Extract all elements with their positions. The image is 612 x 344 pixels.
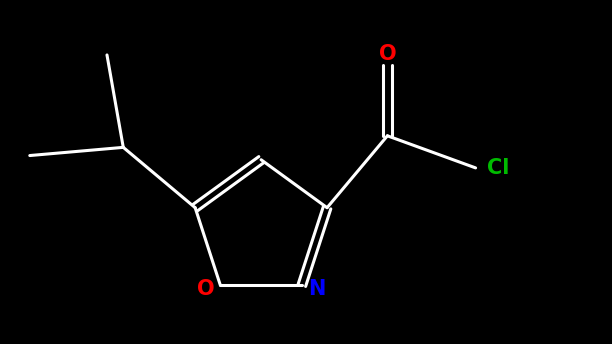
Text: N: N bbox=[308, 279, 325, 299]
Text: Cl: Cl bbox=[487, 158, 510, 178]
Text: O: O bbox=[379, 44, 396, 64]
Text: O: O bbox=[197, 279, 214, 299]
